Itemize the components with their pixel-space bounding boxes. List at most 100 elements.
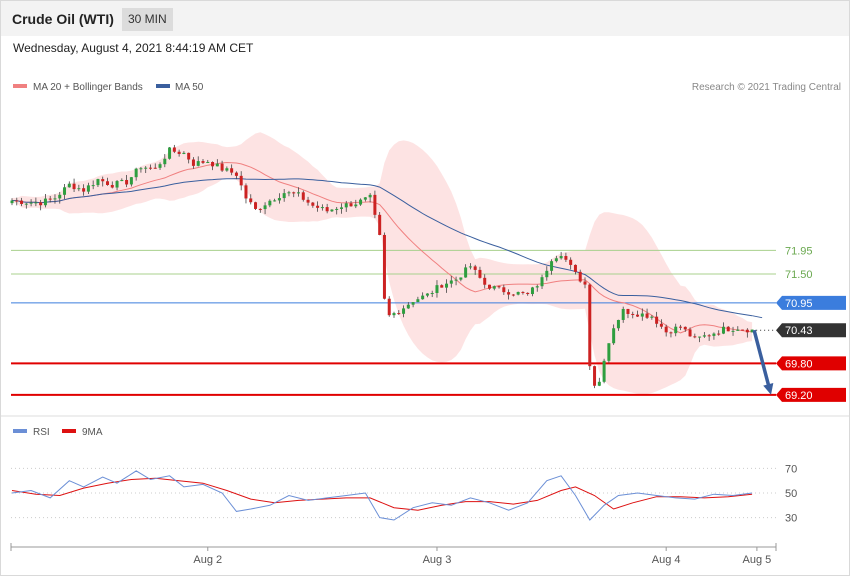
- candle-body: [110, 184, 114, 188]
- candle-body: [277, 198, 281, 201]
- x-axis: Aug 2 Aug 3 Aug 4 Aug 5: [10, 543, 777, 566]
- candle-body: [63, 187, 67, 195]
- candle-body: [440, 285, 444, 288]
- candle-body: [578, 271, 582, 282]
- candle-body: [39, 202, 43, 206]
- candle-body: [607, 343, 611, 361]
- candle-body: [387, 298, 391, 316]
- candle-body: [106, 181, 109, 185]
- candle-body: [225, 168, 229, 171]
- level-label-70.95: 70.95: [785, 298, 813, 310]
- candle-body: [258, 208, 262, 210]
- level-label-71.50: 71.50: [785, 269, 813, 281]
- candle-body: [129, 177, 133, 185]
- candle-body: [72, 183, 76, 190]
- rsi-lines: [11, 470, 753, 521]
- candle-body: [172, 147, 176, 152]
- candle-body: [530, 287, 534, 295]
- candle-body: [645, 313, 649, 318]
- level-tag-70.95: [776, 295, 846, 310]
- candle-body: [134, 168, 138, 178]
- candle-body: [550, 261, 554, 271]
- candle-body: [526, 292, 530, 295]
- bollinger-band-area: [12, 132, 753, 395]
- ma50-legend-swatch: [156, 84, 170, 88]
- candle-body: [588, 284, 592, 367]
- rsi-legend: RSI 9MA: [13, 427, 103, 438]
- candle-body: [339, 207, 343, 209]
- candle-body: [220, 163, 224, 171]
- candle-body: [378, 214, 382, 235]
- candle-body: [717, 333, 721, 335]
- candle-body: [545, 270, 549, 278]
- candle-body: [721, 326, 725, 334]
- candle-body: [215, 163, 219, 167]
- candle-body: [736, 329, 740, 331]
- candle-body: [211, 161, 215, 167]
- candle-body: [492, 286, 496, 289]
- candle-body: [206, 161, 210, 163]
- candle-body: [573, 264, 577, 272]
- candle-body: [234, 172, 238, 176]
- candle-body: [679, 326, 682, 328]
- candle-body: [29, 202, 33, 204]
- candle-body: [320, 207, 324, 209]
- candle-body: [559, 256, 563, 259]
- candle-body: [683, 326, 687, 330]
- candle-body: [53, 198, 57, 200]
- candle-body: [497, 286, 501, 288]
- x-tick-label: Aug 4: [652, 554, 681, 566]
- rsi-line: [11, 470, 753, 521]
- x-tick-label: Aug 2: [193, 554, 222, 566]
- level-label-70.43: 70.43: [785, 325, 813, 337]
- candle-body: [540, 277, 544, 287]
- candle-body: [449, 280, 453, 284]
- candle-body: [731, 330, 735, 332]
- candle-body: [239, 175, 243, 186]
- timeframe-badge[interactable]: 30 MIN: [122, 8, 173, 31]
- candle-body: [626, 308, 630, 314]
- candle-body: [48, 198, 52, 200]
- candle-body: [297, 192, 300, 194]
- candle-body: [91, 185, 95, 187]
- candle-body: [201, 161, 205, 163]
- candle-body: [655, 316, 659, 324]
- candle-body: [368, 194, 372, 198]
- candlesticks: [10, 144, 754, 389]
- candle-body: [478, 269, 482, 278]
- rsi-ma-line: [11, 477, 753, 511]
- candle-body: [707, 335, 711, 337]
- bollinger-bands: [12, 132, 753, 395]
- candle-body: [196, 161, 200, 166]
- rsi-ma-legend-label: 9MA: [82, 427, 103, 438]
- candle-body: [58, 194, 62, 199]
- rsi-tick-30: 30: [785, 513, 797, 525]
- candle-body: [421, 295, 425, 300]
- candle-body: [464, 267, 468, 278]
- candle-body: [616, 319, 620, 329]
- candle-body: [187, 152, 191, 160]
- candle-body: [177, 151, 181, 154]
- x-tick-label: Aug 3: [423, 554, 452, 566]
- candle-body: [435, 285, 439, 294]
- candle-body: [416, 299, 420, 303]
- candle-body: [287, 192, 291, 194]
- instrument-title: Crude Oil (WTI): [12, 11, 114, 27]
- candle-body: [750, 329, 754, 333]
- rsi-tick-50: 50: [785, 488, 797, 500]
- candle-body: [411, 302, 415, 305]
- level-label-71.95: 71.95: [785, 245, 813, 257]
- candle-body: [101, 179, 105, 182]
- ma20-legend-swatch: [13, 84, 27, 88]
- candle-body: [402, 308, 406, 314]
- main-legend: MA 20 + Bollinger Bands MA 50 Research ©…: [13, 82, 841, 93]
- forecast-arrow-shaft: [752, 329, 772, 392]
- candle-body: [249, 198, 253, 203]
- rsi-grid: 70 50 30: [11, 463, 797, 525]
- candle-body: [125, 179, 129, 185]
- candle-body: [693, 336, 697, 338]
- candle-body: [301, 192, 305, 200]
- candle-body: [521, 291, 525, 293]
- candle-body: [182, 152, 186, 154]
